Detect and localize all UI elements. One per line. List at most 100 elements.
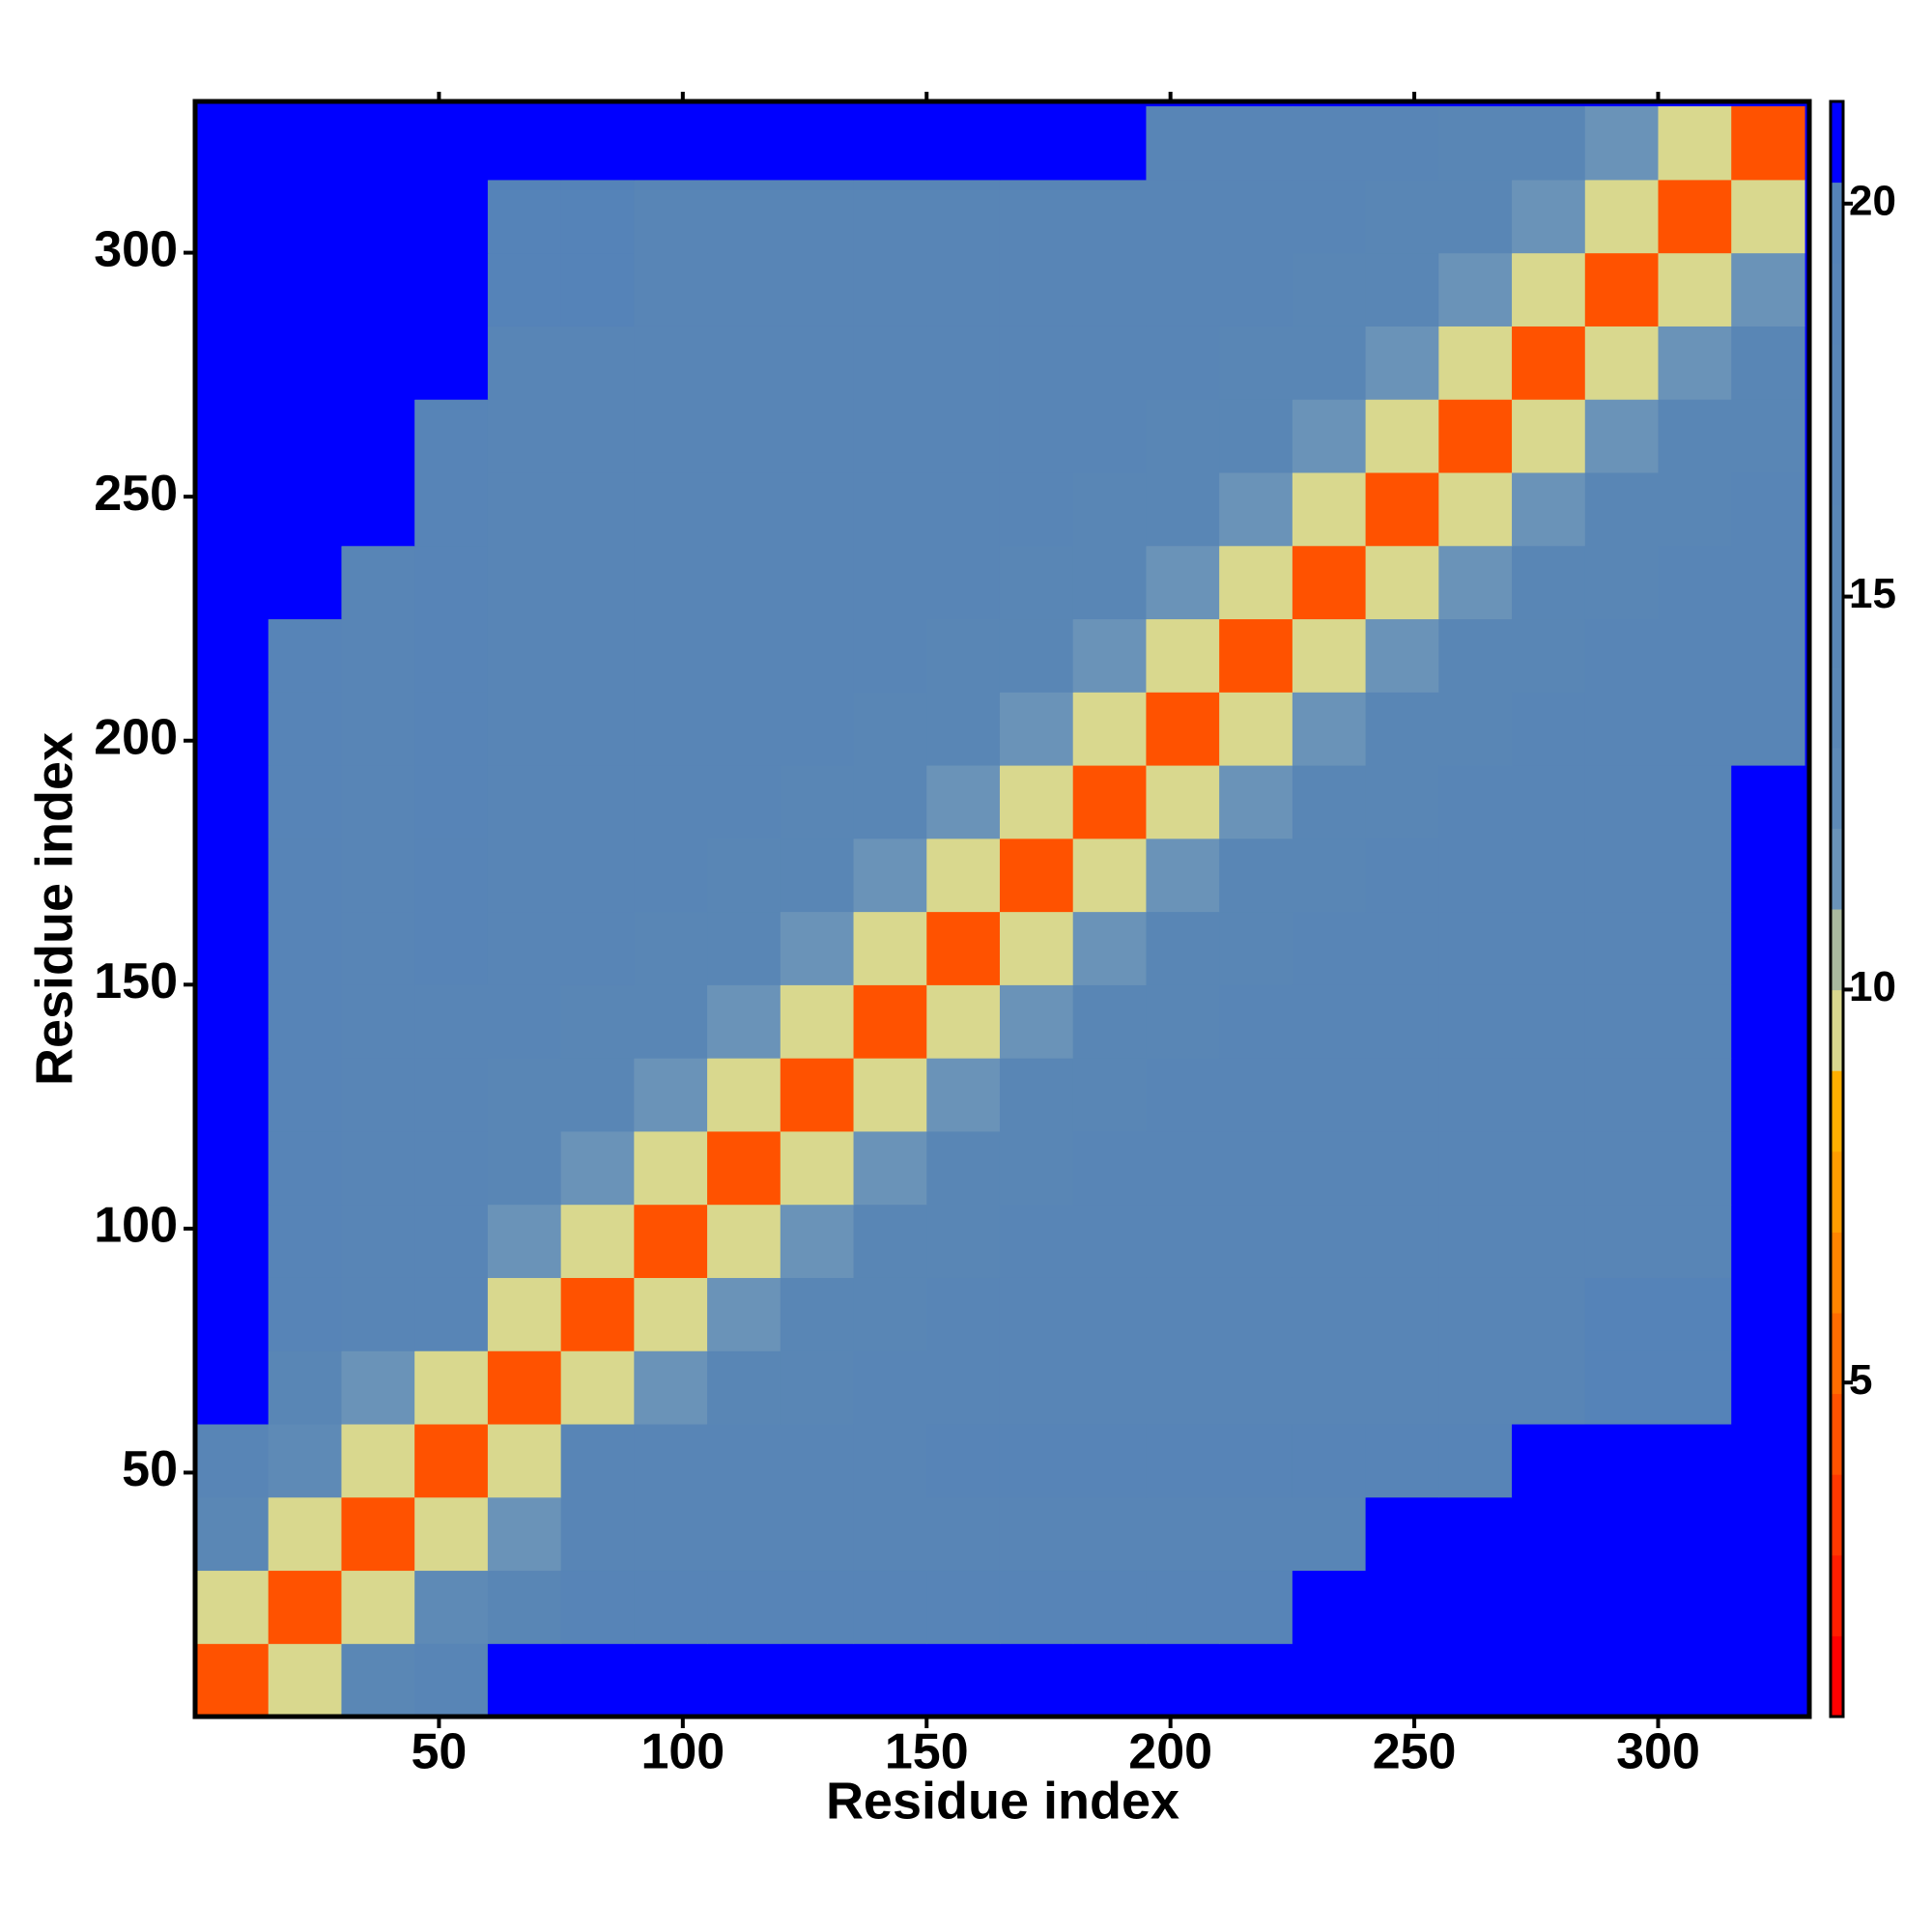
heatmap-cell [560,1423,635,1498]
heatmap-cell [1512,179,1586,254]
heatmap-cell [1072,1570,1148,1644]
heatmap-cell [1292,1496,1367,1572]
heatmap-cell [1219,618,1293,693]
heatmap-cell [707,692,781,766]
heatmap-cell [707,326,781,400]
heatmap-cell [1512,399,1586,473]
heatmap-cell [487,106,562,181]
heatmap-cell [999,1496,1074,1572]
heatmap-cell [341,838,415,913]
heatmap-cell [780,1643,855,1718]
heatmap-cell [1072,1496,1148,1572]
heatmap-cell [1512,911,1586,985]
heatmap-cell [926,545,1001,620]
heatmap-cell [1365,106,1439,181]
heatmap-cell [707,1570,781,1644]
heatmap-cell [780,838,855,913]
heatmap-cell [780,106,855,181]
heatmap-cell [1292,1204,1367,1278]
heatmap-cell [1072,618,1148,693]
heatmap-cell [1365,984,1439,1059]
heatmap-cell [1731,106,1805,181]
heatmap-cell [707,911,781,985]
y-tick-label: 250 [94,466,178,522]
heatmap-cell [1438,326,1513,400]
heatmap-cell [1146,471,1220,547]
heatmap-cell [1292,1277,1367,1351]
heatmap-cell [1365,179,1439,254]
heatmap-cell [487,911,562,985]
heatmap-cell [1072,1204,1148,1278]
heatmap-cell [1219,179,1293,254]
heatmap-cell [853,471,927,547]
heatmap-cell [195,1204,270,1278]
heatmap-cell [1731,838,1805,913]
heatmap-cell [560,326,635,400]
heatmap-cell [1584,179,1660,254]
heatmap-cell [1219,471,1293,547]
heatmap-cell [780,1496,855,1572]
heatmap-cell [926,984,1001,1059]
colorbar-segment [1831,1232,1843,1314]
heatmap-cell [268,545,343,620]
colorbar-segment [1831,667,1843,749]
colorbar-segment [1831,101,1843,184]
heatmap-cell [1731,399,1805,473]
heatmap-cell [560,984,635,1059]
heatmap-cell [1658,545,1732,620]
heatmap-cell [999,1423,1074,1498]
heatmap-cell [1072,1130,1148,1206]
colorbar-segment [1831,1313,1843,1395]
heatmap-cell [1438,179,1513,254]
heatmap-cell [853,1204,927,1278]
y-tick-label: 100 [94,1198,178,1254]
heatmap-cell [707,1277,781,1351]
heatmap-cell [1512,1204,1586,1278]
heatmap-cell [853,618,927,693]
heatmap-cell [1731,1130,1805,1206]
heatmap-cell [1072,1423,1148,1498]
heatmap-cell [560,692,635,766]
heatmap-cell [1292,252,1367,327]
heatmap-cell [1219,252,1293,327]
heatmap-cell [707,764,781,839]
colorbar-segment [1831,505,1843,587]
heatmap-cell [1219,692,1293,766]
heatmap-cell [1731,252,1805,327]
heatmap-cell [1292,618,1367,693]
heatmap-cell [853,106,927,181]
heatmap-cell [487,1496,562,1572]
heatmap-cell [1219,545,1293,620]
heatmap-cell [1146,545,1220,620]
heatmap-cell [707,545,781,620]
heatmap-cell [1512,618,1586,693]
y-axis-title: Residue index [25,732,83,1086]
heatmap-cell [1438,1130,1513,1206]
colorbar-segment [1831,909,1843,991]
heatmap-cell [999,1570,1074,1644]
heatmap-cell [1146,106,1220,181]
colorbar-segment [1831,1151,1843,1233]
heatmap-cell [707,1204,781,1278]
heatmap-cell [1292,1643,1367,1718]
heatmap-cell [1512,1496,1586,1572]
heatmap-cell [1584,1277,1660,1351]
heatmap-cell [195,471,270,547]
heatmap-cell [1658,252,1732,327]
heatmap-cell [1365,911,1439,985]
heatmap-cell [1731,471,1805,547]
heatmap-cell [634,1058,708,1132]
heatmap-cell [414,399,489,473]
heatmap-cell [1438,1423,1513,1498]
heatmap-cell [487,1423,562,1498]
colorbar-tick-label: 20 [1849,177,1896,224]
heatmap-cell [414,1423,489,1498]
heatmap-cell [560,1570,635,1644]
heatmap-cell [341,1423,415,1498]
heatmap-cell [1146,692,1220,766]
heatmap-cell [341,618,415,693]
heatmap-cell [1512,692,1586,766]
heatmap-cell [1584,911,1660,985]
heatmap-cell [560,764,635,839]
heatmap-cell [634,618,708,693]
